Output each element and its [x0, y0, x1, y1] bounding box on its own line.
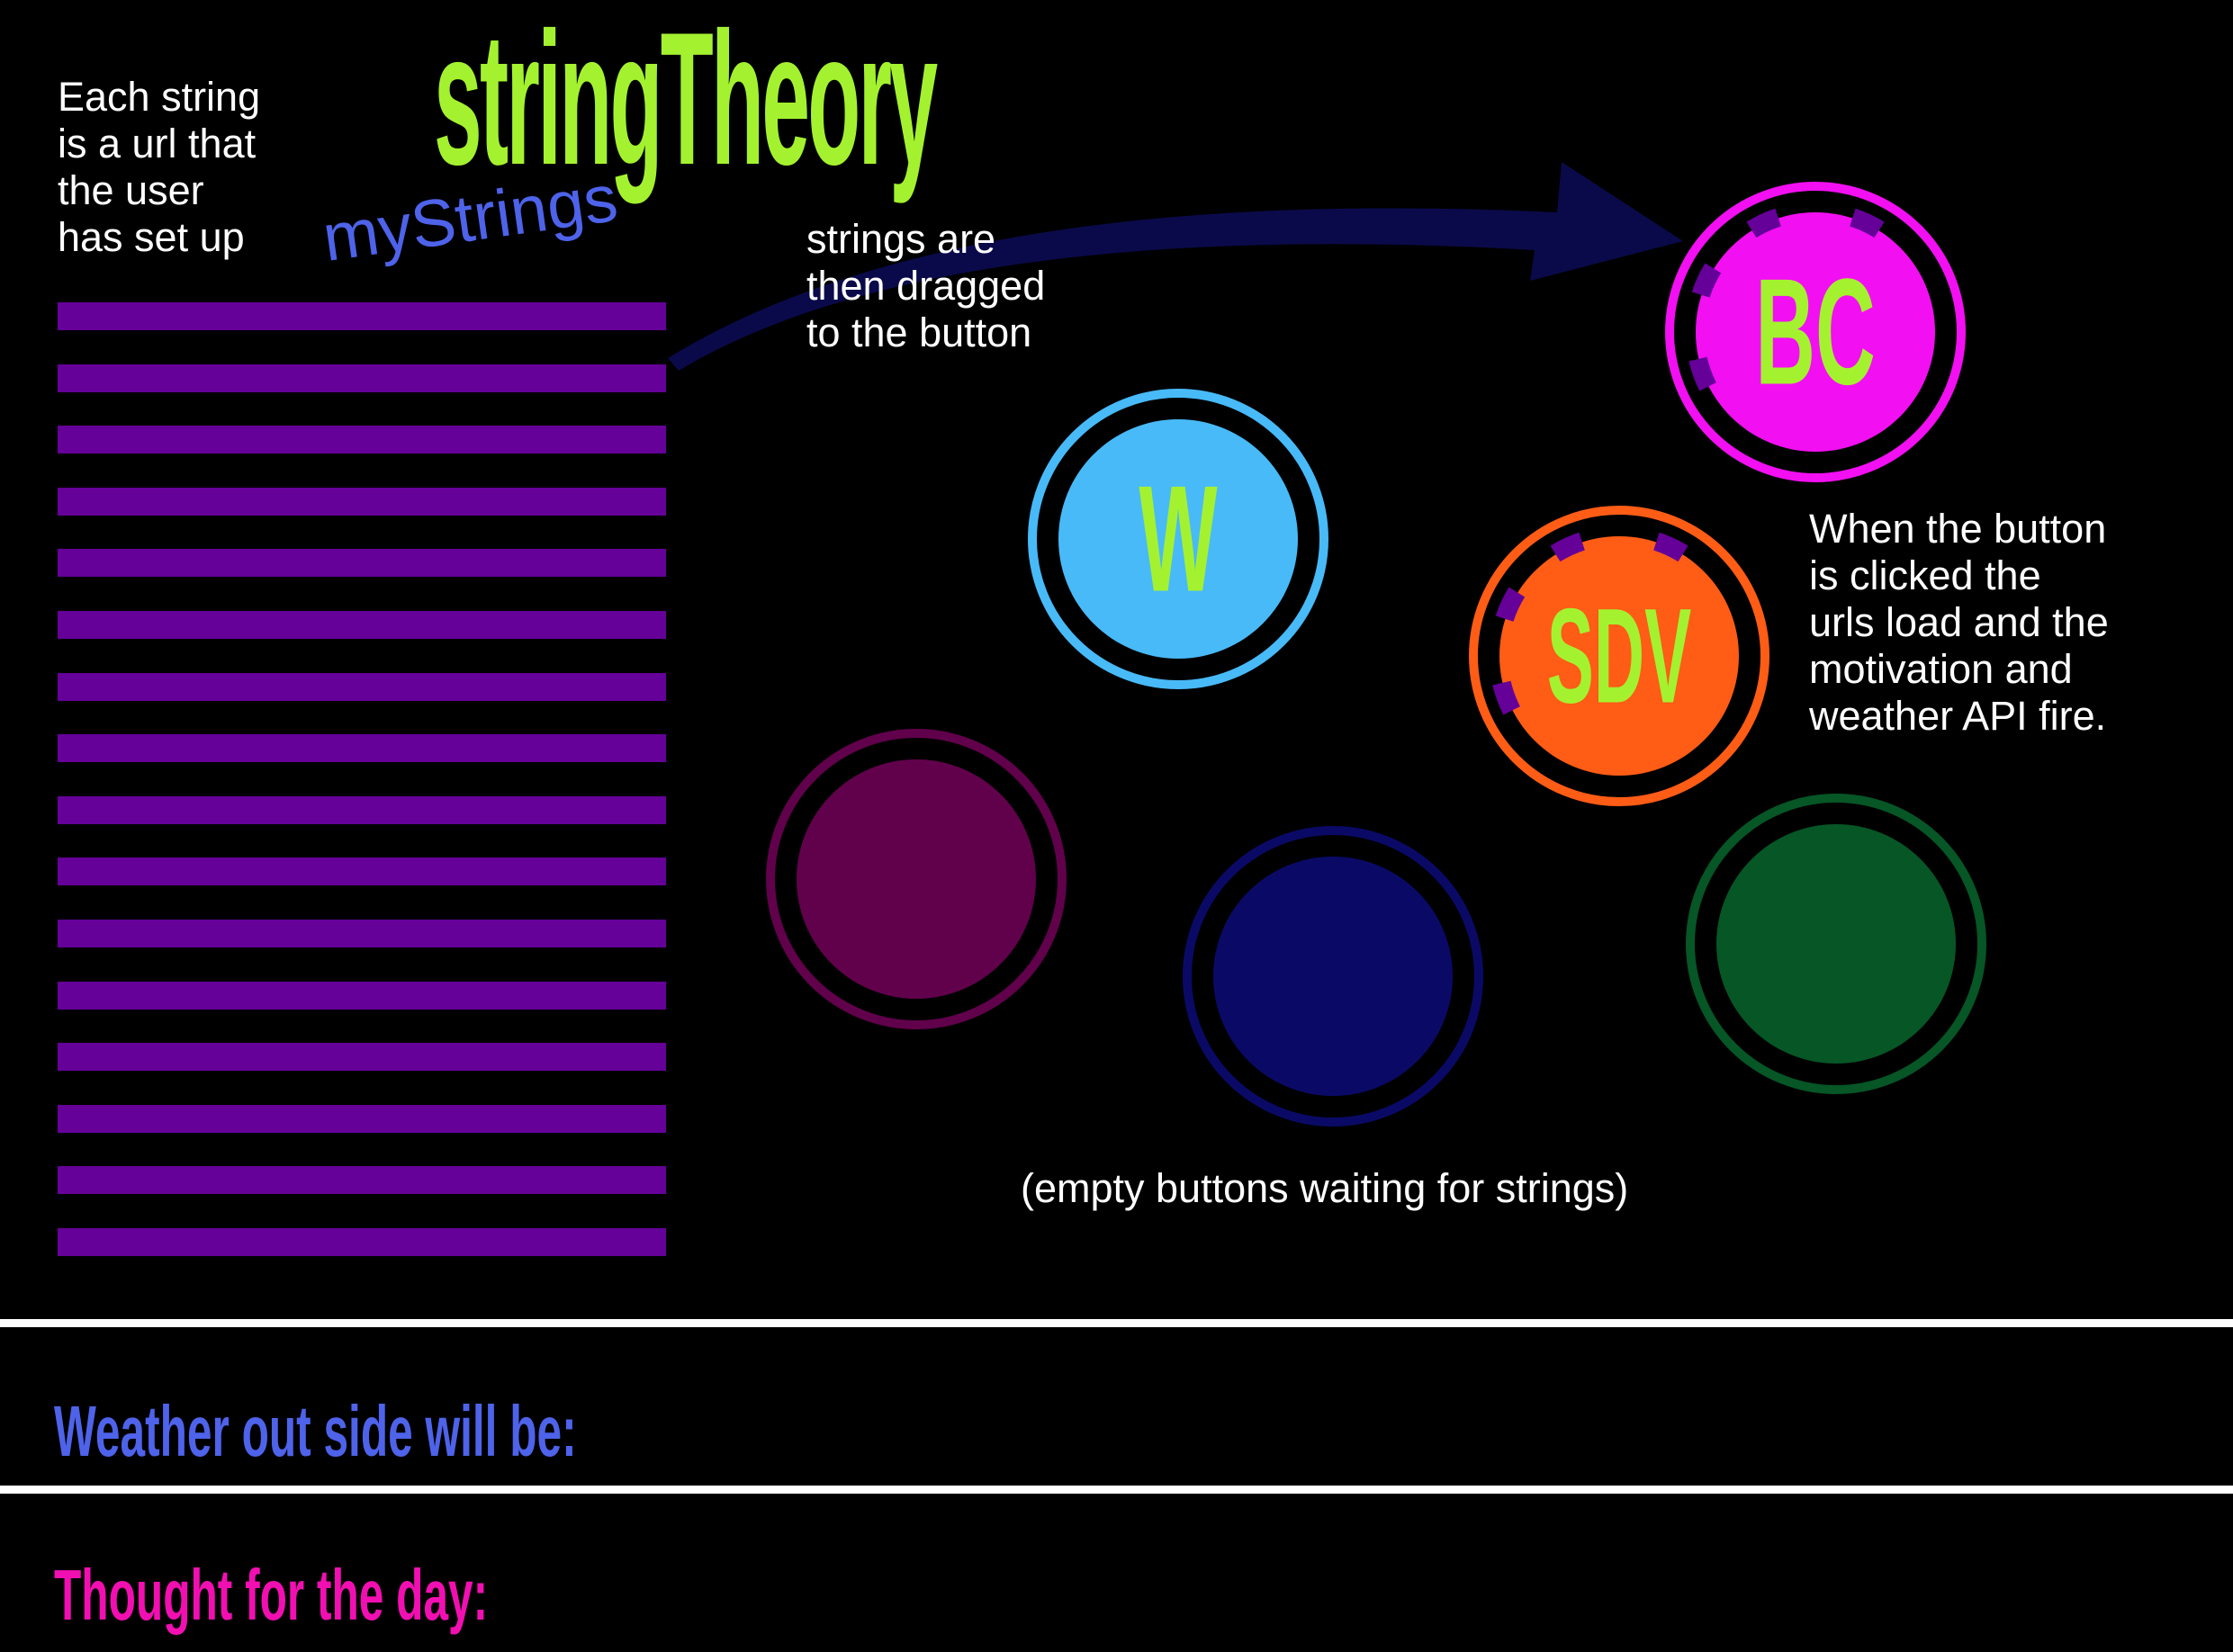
button-empty-3[interactable] [1686, 794, 1986, 1094]
button-empty-2[interactable] [1183, 826, 1483, 1127]
string-item[interactable] [58, 302, 666, 330]
button-empty-3-face [1716, 824, 1956, 1064]
string-item[interactable] [58, 734, 666, 763]
string-item[interactable] [58, 857, 666, 886]
string-item[interactable] [58, 1043, 666, 1072]
section-divider [0, 1486, 2233, 1494]
string-list [58, 302, 666, 1290]
button-empty-1[interactable] [766, 729, 1067, 1029]
button-bc-face [1696, 212, 1935, 452]
string-item[interactable] [58, 426, 666, 454]
app-title: stringTheory [434, 0, 938, 204]
string-item[interactable] [58, 672, 666, 701]
string-item[interactable] [58, 795, 666, 824]
button-empty-1-face [797, 759, 1036, 999]
button-bc-label: BC [1755, 247, 1876, 417]
button-sdv-face [1499, 536, 1739, 776]
string-item[interactable] [58, 610, 666, 639]
button-empty-2-face [1213, 857, 1453, 1096]
empty-buttons-note: (empty buttons waiting for strings) [1021, 1165, 1629, 1211]
button-w-label: W [1139, 453, 1218, 624]
weather-output-label: Weather out side will be: [54, 1391, 577, 1471]
thought-output-label: Thought for the day: [54, 1555, 489, 1635]
string-item[interactable] [58, 919, 666, 947]
string-item[interactable] [58, 549, 666, 578]
string-item[interactable] [58, 1227, 666, 1256]
button-w[interactable]: W [1028, 389, 1328, 689]
string-item[interactable] [58, 487, 666, 516]
intro-note: Each string is a url that the user has s… [58, 74, 261, 260]
button-w-face [1058, 419, 1298, 659]
section-divider [0, 1319, 2233, 1327]
string-item[interactable] [58, 1104, 666, 1133]
button-sdv-label: SDV [1546, 579, 1692, 732]
button-sdv[interactable]: SDV [1469, 506, 1769, 806]
click-note: When the button is clicked the urls load… [1809, 506, 2109, 739]
string-item[interactable] [58, 364, 666, 392]
drag-arrow-icon [668, 162, 1683, 371]
button-bc[interactable]: BC [1665, 182, 1966, 482]
string-item[interactable] [58, 1166, 666, 1195]
string-item[interactable] [58, 981, 666, 1010]
drag-note: strings are then dragged to the button [806, 216, 1046, 355]
